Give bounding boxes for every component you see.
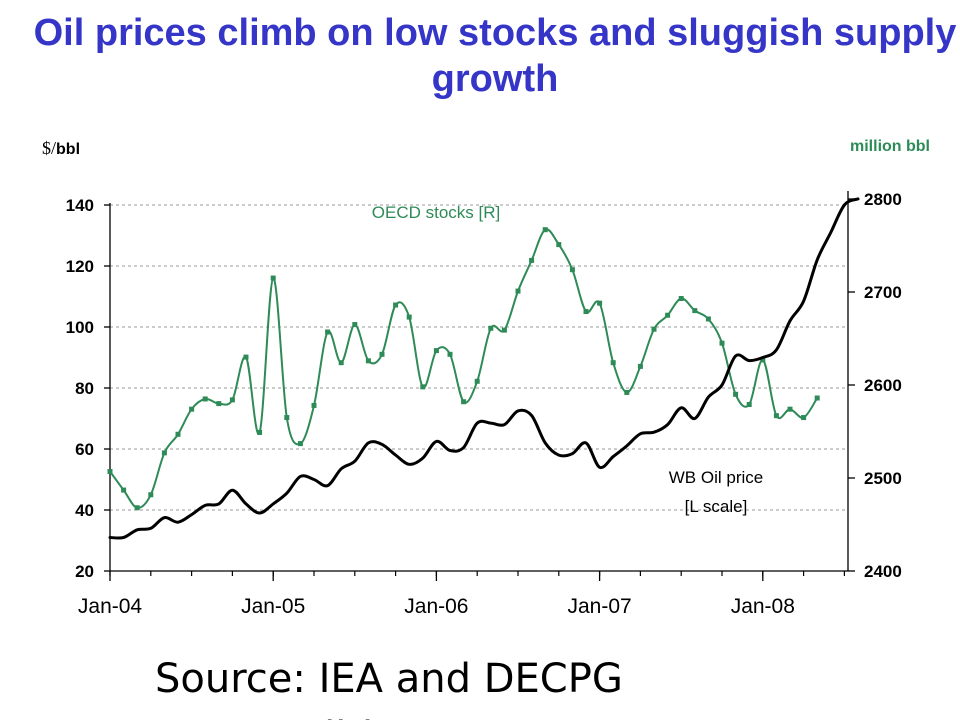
oil-price-line: [108, 197, 860, 540]
oecd-stocks-point: [474, 378, 480, 384]
x-tick-label: Jan-04: [78, 595, 143, 618]
gridlines: [110, 204, 848, 511]
oecd-stocks-point: [134, 505, 140, 511]
oecd-stocks-point: [121, 487, 127, 493]
x-tick-label: Jan-05: [241, 595, 305, 618]
left-tick-label: 120: [66, 257, 94, 276]
oecd-stocks-point: [542, 227, 548, 233]
left-tick-label: 40: [75, 501, 94, 520]
oecd-stocks-point: [719, 340, 725, 346]
oecd-stocks-point: [515, 288, 521, 294]
oecd-stocks-point: [107, 468, 113, 474]
left-tick-label: 20: [75, 562, 94, 581]
oecd-stocks-point: [257, 429, 263, 435]
oecd-stocks-point: [556, 242, 562, 248]
x-tick-label: Jan-08: [731, 595, 795, 618]
oecd-stocks-point: [284, 415, 290, 421]
oecd-stocks-point: [746, 402, 752, 408]
oecd-stocks-point: [787, 406, 793, 412]
oecd-stocks-point: [202, 396, 208, 402]
oecd-stocks-point: [814, 395, 820, 401]
tick-labels: 20 40 60 80 100 120 140 2400 2500 2600 2700 2800 Jan…: [66, 190, 902, 618]
right-axis-unit: million bbl: [850, 138, 930, 155]
oecd-stocks-point: [705, 316, 711, 322]
oecd-stocks-point: [338, 360, 344, 366]
axes: [104, 191, 886, 581]
oecd-stocks-point: [393, 302, 399, 308]
plot-area: [107, 197, 860, 540]
left-tick-label: 80: [75, 379, 94, 398]
left-tick-label: 140: [66, 196, 94, 215]
oecd-stocks-point: [760, 357, 766, 363]
oecd-stocks-point: [501, 327, 507, 333]
stocks-annotation: OECD stocks [R]: [372, 203, 500, 222]
oecd-stocks-point: [447, 351, 453, 357]
oecd-stocks-point: [569, 267, 575, 273]
oecd-stocks-point: [365, 358, 371, 364]
unit-bbl: bbl: [56, 141, 81, 158]
oecd-stocks-point: [325, 329, 331, 335]
oecd-stocks-point: [583, 309, 589, 315]
right-tick-label: 2600: [864, 376, 902, 395]
oecd-stocks-point: [189, 406, 195, 412]
oecd-stocks-point: [529, 257, 535, 263]
left-tick-label: 100: [66, 318, 94, 337]
oecd-stocks-point: [801, 415, 807, 421]
oecd-stocks-point: [610, 360, 616, 366]
oecd-stocks-point: [651, 326, 657, 332]
oecd-stocks-point: [624, 389, 630, 395]
oecd-stocks-point: [311, 402, 317, 408]
oecd-stocks-point: [773, 413, 779, 419]
oecd-stocks-point: [243, 354, 249, 360]
oecd-stocks-point: [597, 300, 603, 306]
source-note: Source: IEA and DECPG Commodities Group: [155, 656, 623, 720]
oecd-stocks-point: [433, 348, 439, 354]
right-tick-label: 2700: [864, 283, 902, 302]
oecd-stocks-point: [406, 314, 412, 320]
right-tick-label: 2800: [864, 190, 902, 209]
price-annotation-line2: [L scale]: [685, 497, 748, 516]
oecd-stocks-point: [733, 391, 739, 397]
unit-dollar-symbol: $/: [42, 138, 57, 158]
oecd-stocks-point: [270, 275, 276, 281]
oecd-stocks-point: [352, 322, 358, 328]
oecd-stocks-point: [216, 401, 222, 407]
x-tick-label: Jan-06: [404, 595, 468, 618]
oecd-stocks-point: [488, 325, 494, 331]
right-tick-label: 2400: [864, 562, 902, 581]
oecd-stocks-point: [175, 431, 181, 437]
oecd-stocks-point: [161, 450, 167, 456]
left-tick-label: 60: [75, 440, 94, 459]
chart-title: Oil prices climb on low stocks and slugg…: [33, 12, 957, 101]
oecd-stocks-line: [109, 228, 819, 509]
left-axis-unit: $/bbl: [42, 138, 80, 159]
oecd-stocks-point: [678, 296, 684, 302]
oecd-stocks-point: [148, 492, 154, 498]
oecd-stocks-point: [461, 399, 467, 405]
oecd-stocks-point: [637, 363, 643, 369]
right-tick-label: 2500: [864, 469, 902, 488]
oecd-stocks-point: [665, 312, 671, 318]
price-annotation-line1: WB Oil price: [669, 468, 763, 487]
x-tick-label: Jan-07: [567, 595, 631, 618]
oecd-stocks-point: [297, 441, 303, 447]
oecd-stocks-point: [692, 308, 698, 314]
oecd-stocks-point: [229, 397, 235, 403]
oecd-stocks-point: [420, 384, 426, 390]
oecd-stocks-point: [379, 351, 385, 357]
